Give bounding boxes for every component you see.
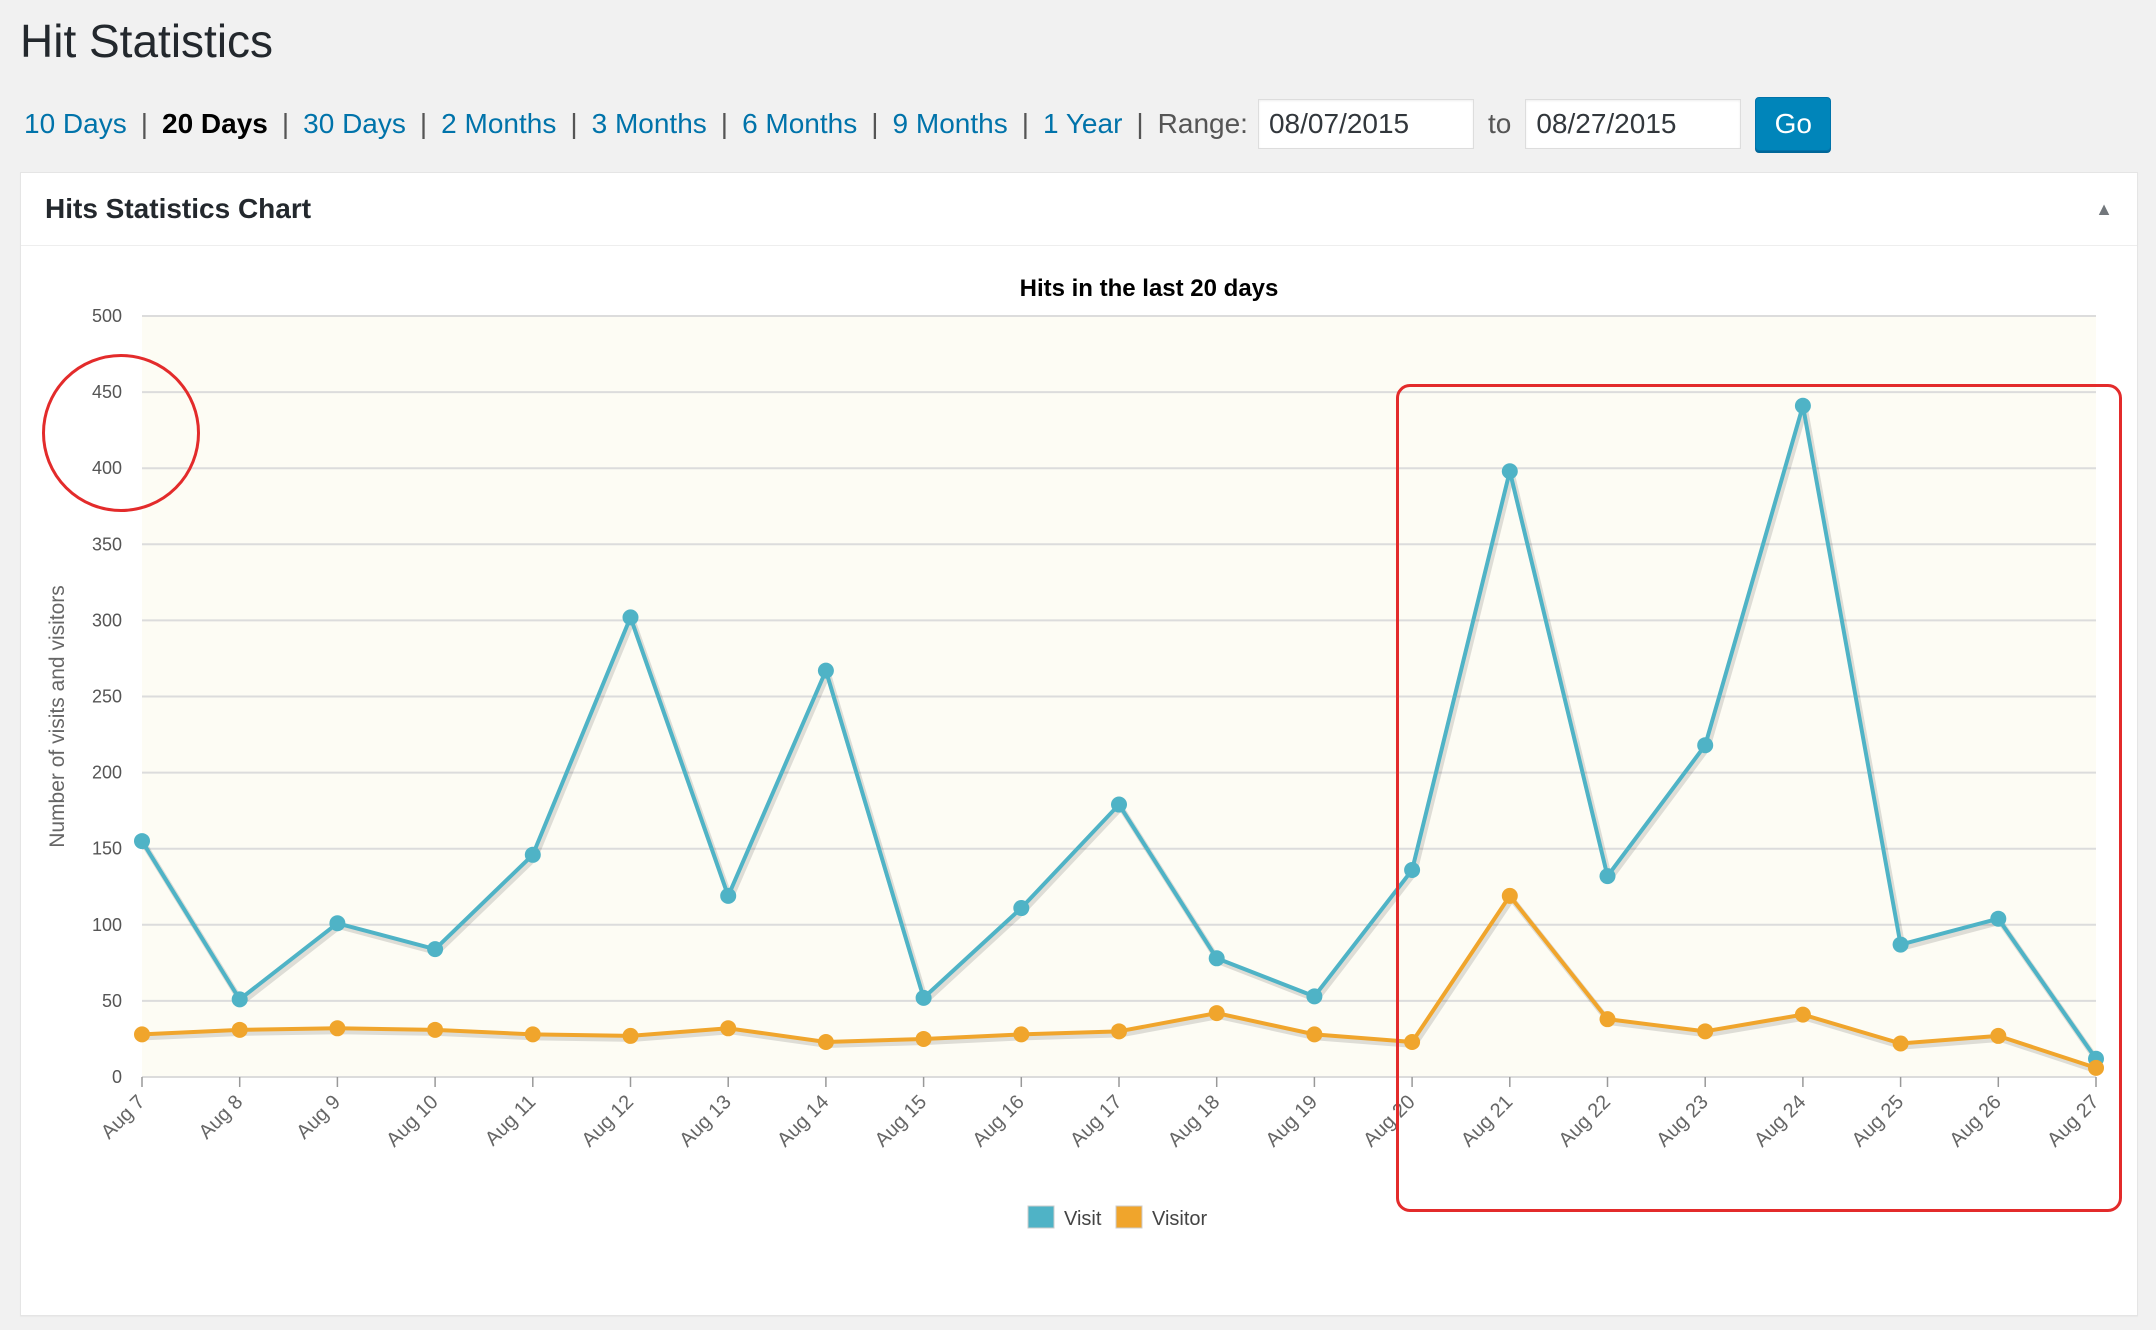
range-link-9-months[interactable]: 9 Months <box>892 108 1008 139</box>
data-point-visitor <box>1697 1023 1714 1040</box>
x-tick-label: Aug 9 <box>292 1091 345 1144</box>
data-point-visit <box>720 887 737 904</box>
data-point-visit <box>1501 463 1518 480</box>
y-axis-label: Number of visits and visitors <box>46 585 69 848</box>
go-button[interactable]: Go <box>1755 97 1832 151</box>
range-to-label: to <box>1487 108 1512 139</box>
x-tick-label: Aug 19 <box>1262 1091 1322 1151</box>
data-point-visitor <box>329 1020 346 1037</box>
y-tick-label: 200 <box>92 763 122 783</box>
data-point-visitor <box>622 1027 639 1044</box>
x-tick-label: Aug 8 <box>195 1091 248 1144</box>
range-link-3-months[interactable]: 3 Months <box>591 108 707 139</box>
data-point-visit <box>1599 868 1616 885</box>
data-point-visitor <box>1306 1026 1323 1043</box>
data-point-visitor <box>720 1020 737 1037</box>
data-point-visit <box>134 833 150 850</box>
range-link-10-days[interactable]: 10 Days <box>24 108 127 139</box>
data-point-visitor <box>1501 887 1518 904</box>
data-point-visit <box>1111 796 1127 813</box>
y-tick-label: 250 <box>92 687 122 707</box>
separator: | <box>570 108 578 139</box>
range-link-20-days-current[interactable]: 20 Days <box>162 108 268 139</box>
data-point-visitor <box>231 1021 248 1038</box>
data-point-visit <box>1013 900 1030 917</box>
data-point-visitor <box>1599 1011 1616 1028</box>
legend-label-visitor: Visitor <box>1152 1208 1208 1230</box>
data-point-visit <box>622 609 639 626</box>
data-point-visit <box>1794 397 1811 414</box>
chart-title: Hits in the last 20 days <box>1020 275 1279 302</box>
postbox-header[interactable]: Hits Statistics Chart ▲ <box>21 173 2137 246</box>
data-point-visit <box>915 989 932 1006</box>
data-point-visit <box>329 915 346 932</box>
x-tick-label: Aug 17 <box>1066 1091 1126 1151</box>
y-tick-label: 100 <box>92 915 122 935</box>
x-tick-label: Aug 16 <box>968 1091 1028 1151</box>
y-tick-label: 500 <box>92 306 122 326</box>
range-link-2-months[interactable]: 2 Months <box>441 108 557 139</box>
data-point-visit <box>1990 910 2007 927</box>
data-point-visit <box>1892 936 1909 953</box>
legend-swatch-visit <box>1027 1205 1055 1229</box>
data-point-visit <box>231 991 248 1008</box>
annotation-rectangle <box>1396 384 2122 1212</box>
data-point-visit <box>427 941 444 958</box>
data-point-visitor <box>1990 1027 2007 1044</box>
data-point-visit <box>817 662 834 679</box>
data-point-visit <box>1697 737 1714 754</box>
range-link-1-year[interactable]: 1 Year <box>1042 108 1123 139</box>
x-tick-label: Aug 11 <box>481 1091 540 1150</box>
range-toolbar: 10 Days | 20 Days | 30 Days | 2 Months |… <box>24 96 1832 152</box>
data-point-visitor <box>1111 1023 1127 1040</box>
x-tick-label: Aug 7 <box>97 1091 150 1144</box>
range-link-30-days[interactable]: 30 Days <box>303 108 406 139</box>
range-label: Range: <box>1157 108 1248 139</box>
y-tick-label: 350 <box>92 534 122 554</box>
y-tick-label: 300 <box>92 610 122 630</box>
page-title: Hit Statistics <box>20 15 274 67</box>
data-point-visitor <box>817 1033 834 1050</box>
y-tick-label: 50 <box>102 991 122 1011</box>
data-point-visitor <box>1208 1005 1225 1022</box>
range-to-input[interactable] <box>1525 99 1742 149</box>
annotation-circle <box>42 354 200 512</box>
data-point-visit <box>524 846 541 863</box>
data-point-visitor <box>134 1026 150 1043</box>
y-tick-label: 150 <box>92 839 122 859</box>
data-point-visitor <box>1794 1006 1811 1023</box>
separator: | <box>871 108 879 139</box>
data-point-visitor <box>524 1026 541 1043</box>
x-tick-label: Aug 10 <box>382 1091 442 1151</box>
separator: | <box>140 108 148 139</box>
postbox-title: Hits Statistics Chart <box>45 193 312 224</box>
x-tick-label: Aug 13 <box>675 1091 735 1151</box>
data-point-visitor <box>915 1030 932 1047</box>
range-from-input[interactable] <box>1257 99 1474 149</box>
y-tick-label: 0 <box>112 1067 122 1087</box>
legend-label-visit: Visit <box>1064 1208 1102 1230</box>
data-point-visit <box>1306 988 1323 1005</box>
data-point-visitor <box>2088 1059 2104 1076</box>
data-point-visitor <box>427 1021 444 1038</box>
data-point-visitor <box>1404 1033 1421 1050</box>
separator: | <box>419 108 428 139</box>
data-point-visit <box>1208 950 1225 967</box>
triangle-up-icon[interactable]: ▲ <box>2095 198 2113 219</box>
separator: | <box>1136 108 1144 139</box>
separator: | <box>1021 108 1029 139</box>
x-tick-label: Aug 18 <box>1164 1091 1224 1151</box>
data-point-visitor <box>1892 1035 1909 1052</box>
x-tick-label: Aug 12 <box>578 1091 638 1151</box>
data-point-visit <box>1404 862 1421 879</box>
separator: | <box>281 108 290 139</box>
legend-swatch-visitor <box>1115 1205 1143 1229</box>
range-link-6-months[interactable]: 6 Months <box>742 108 858 139</box>
x-tick-label: Aug 14 <box>773 1091 833 1151</box>
separator: | <box>720 108 729 139</box>
x-tick-label: Aug 15 <box>871 1091 931 1151</box>
data-point-visitor <box>1013 1026 1030 1043</box>
